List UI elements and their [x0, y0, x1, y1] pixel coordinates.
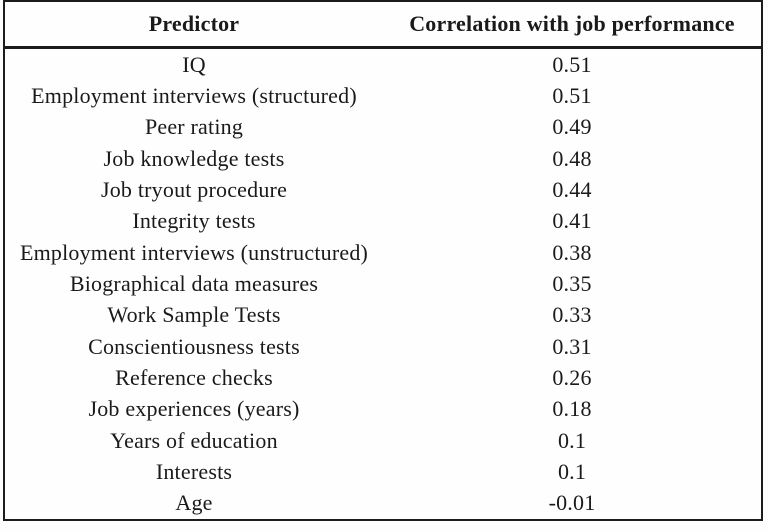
column-header-predictor: Predictor	[148, 11, 240, 36]
table-row: Peer rating 0.49	[5, 112, 761, 143]
predictor-cell: Employment interviews (structured)	[31, 82, 357, 108]
correlation-cell: 0.51	[552, 51, 592, 77]
table-row: Reference checks 0.26	[5, 362, 761, 393]
correlation-cell: 0.35	[552, 270, 592, 296]
predictor-cell: Peer rating	[144, 114, 244, 140]
predictor-cell: Integrity tests	[132, 208, 256, 234]
predictor-cell: Age	[175, 490, 213, 516]
predictor-cell: Employment interviews (unstructured)	[19, 239, 369, 265]
correlation-cell: 0.1	[557, 427, 587, 453]
predictor-cell: Work Sample Tests	[107, 302, 281, 328]
table-row: Years of education 0.1	[5, 425, 761, 456]
table-row: Work Sample Tests 0.33	[5, 300, 761, 331]
table-row: Job tryout procedure 0.44	[5, 174, 761, 205]
predictor-cell: Biographical data measures	[69, 270, 319, 296]
correlation-cell: 0.38	[552, 239, 592, 265]
column-header-correlation: Correlation with job performance	[409, 11, 735, 36]
correlation-table: Predictor Correlation with job performan…	[3, 0, 763, 521]
table-row: Interests 0.1	[5, 456, 761, 487]
correlation-cell: 0.31	[552, 333, 592, 359]
correlation-cell: 0.33	[552, 302, 592, 328]
table-row: Employment interviews (unstructured) 0.3…	[5, 237, 761, 268]
table-row: Employment interviews (structured) 0.51	[5, 80, 761, 111]
predictor-cell: Conscientiousness tests	[88, 333, 300, 359]
table-row: Job knowledge tests 0.48	[5, 143, 761, 174]
predictor-cell: Job knowledge tests	[103, 145, 285, 171]
table-row: Conscientiousness tests 0.31	[5, 331, 761, 362]
correlation-cell: -0.01	[548, 490, 596, 516]
correlation-cell: 0.44	[552, 176, 592, 202]
predictor-cell: IQ	[182, 51, 206, 77]
correlation-cell: 0.26	[552, 364, 592, 390]
correlation-cell: 0.1	[557, 458, 587, 484]
correlation-cell: 0.41	[552, 208, 592, 234]
table-header-row: Predictor Correlation with job performan…	[5, 2, 761, 49]
predictor-cell: Reference checks	[115, 364, 273, 390]
correlation-cell: 0.49	[552, 114, 592, 140]
predictor-cell: Interests	[155, 458, 233, 484]
predictor-cell: Job experiences (years)	[88, 396, 300, 422]
correlation-cell: 0.18	[552, 396, 592, 422]
table-row: Job experiences (years) 0.18	[5, 394, 761, 425]
table-row: Age -0.01	[5, 488, 761, 519]
table-body: IQ 0.51 Employment interviews (structure…	[5, 49, 761, 519]
table-row: IQ 0.51	[5, 49, 761, 80]
predictor-cell: Years of education	[110, 427, 278, 453]
predictor-cell: Job tryout procedure	[100, 176, 288, 202]
table-row: Integrity tests 0.41	[5, 206, 761, 237]
table-row: Biographical data measures 0.35	[5, 268, 761, 299]
correlation-cell: 0.51	[552, 82, 592, 108]
correlation-cell: 0.48	[552, 145, 592, 171]
